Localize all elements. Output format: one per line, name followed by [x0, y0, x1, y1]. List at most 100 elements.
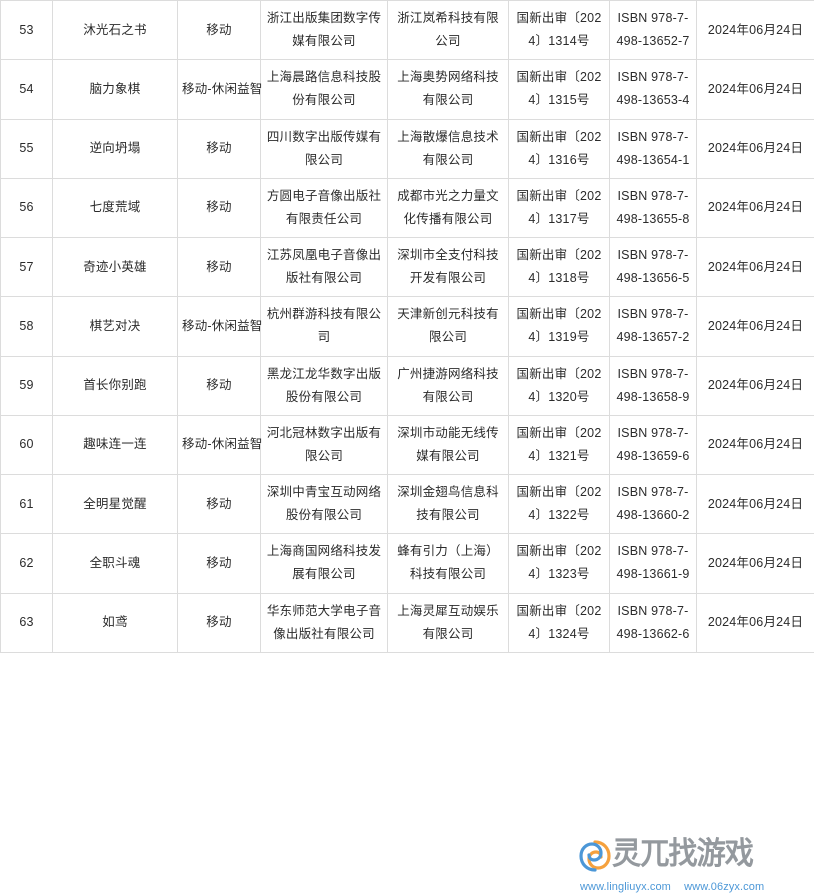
cell-pub: 浙江出版集团数字传媒有限公司 [260, 0, 388, 61]
table-row: 57 奇迹小英雄 移动 江苏凤凰电子音像出版社有限公司 深圳市全支付科技开发有限公司 国新… [0, 236, 814, 298]
cell-type: 移动 [177, 236, 261, 298]
cell-approval: 国新出审〔2024〕1319号 [508, 296, 610, 357]
cell-isbn: ISBN 978-7-498-13660-2 [609, 473, 697, 535]
cell-index: 56 [0, 177, 53, 239]
cell-approval: 国新出审〔2024〕1321号 [508, 414, 610, 476]
cell-name: 趣味连一连 [52, 414, 178, 476]
cell-approval: 国新出审〔2024〕1318号 [508, 236, 610, 298]
cell-op: 浙江岚希科技有限公司 [387, 0, 509, 61]
cell-date: 2024年06月24日 [696, 473, 814, 535]
table-row: 63 如鸢 移动 华东师范大学电子音像出版社有限公司 上海灵犀互动娱乐有限公司 国新出审〔… [0, 592, 814, 653]
cell-date: 2024年06月24日 [696, 118, 814, 179]
cell-index: 63 [0, 592, 53, 653]
cell-type: 移动 [177, 592, 261, 653]
cell-date: 2024年06月24日 [696, 296, 814, 357]
cell-type: 移动 [177, 533, 261, 594]
cell-name: 全明星觉醒 [52, 473, 178, 535]
cell-name: 全职斗魂 [52, 533, 178, 594]
cell-pub: 深圳中青宝互动网络股份有限公司 [260, 473, 388, 535]
cell-type: 移动-休闲益智 [177, 59, 262, 120]
cell-op: 上海灵犀互动娱乐有限公司 [387, 592, 509, 653]
table-row: 59 首长你别跑 移动 黑龙江龙华数字出版股份有限公司 广州捷游网络科技有限公司 国新出审… [0, 355, 814, 416]
cell-approval: 国新出审〔2024〕1320号 [508, 355, 610, 416]
cell-date: 2024年06月24日 [696, 355, 814, 416]
cell-type: 移动-休闲益智 [177, 414, 262, 476]
cell-approval: 国新出审〔2024〕1315号 [508, 59, 610, 120]
table-row: 54 脑力象棋 移动-休闲益智 上海晨路信息科技股份有限公司 上海奥势网络科技有限公司国… [0, 59, 814, 120]
table-row: 56 七度荒域 移动 方圆电子音像出版社有限责任公司 成都市光之力量文化传播有限公司 国新… [0, 177, 814, 239]
cell-approval: 国新出审〔2024〕1322号 [508, 473, 610, 535]
cell-date: 2024年06月24日 [696, 533, 814, 594]
cell-op: 深圳金翅鸟信息科技有限公司 [387, 473, 509, 535]
cell-index: 62 [0, 533, 53, 594]
game-approval-table: 53 沐光石之书 移动 浙江出版集团数字传媒有限公司 浙江岚希科技有限公司 国新出审〔20… [0, 0, 814, 653]
cell-isbn: ISBN 978-7-498-13652-7 [609, 0, 697, 61]
cell-pub: 方圆电子音像出版社有限责任公司 [260, 177, 388, 239]
table-body: 53 沐光石之书 移动 浙江出版集团数字传媒有限公司 浙江岚希科技有限公司 国新出审〔20… [0, 0, 814, 653]
cell-isbn: ISBN 978-7-498-13653-4 [609, 59, 697, 120]
cell-approval: 国新出审〔2024〕1317号 [508, 177, 610, 239]
cell-op: 广州捷游网络科技有限公司 [387, 355, 509, 416]
cell-isbn: ISBN 978-7-498-13654-1 [609, 118, 697, 179]
cell-index: 53 [0, 0, 53, 61]
cell-name: 七度荒域 [52, 177, 178, 239]
table-row: 58 棋艺对决 移动-休闲益智 杭州群游科技有限公司 天津新创元科技有限公司 国新出审〔2… [0, 296, 814, 357]
cell-op: 蜂有引力（上海）科技有限公司 [387, 533, 509, 594]
cell-op: 上海奥势网络科技有限公司 [387, 59, 509, 120]
cell-index: 54 [0, 59, 53, 120]
cell-index: 57 [0, 236, 53, 298]
cell-op: 成都市光之力量文化传播有限公司 [387, 177, 509, 239]
spiral-logo-icon [578, 839, 612, 873]
site-watermark: 灵兀找游戏 www.lingliuyx.com www.06zyx.com [576, 831, 812, 893]
cell-name: 首长你别跑 [52, 355, 178, 416]
cell-date: 2024年06月24日 [696, 236, 814, 298]
cell-isbn: ISBN 978-7-498-13657-2 [609, 296, 697, 357]
cell-isbn: ISBN 978-7-498-13658-9 [609, 355, 697, 416]
cell-approval: 国新出审〔2024〕1314号 [508, 0, 610, 61]
cell-date: 2024年06月24日 [696, 592, 814, 653]
cell-index: 59 [0, 355, 53, 416]
cell-name: 逆向坍塌 [52, 118, 178, 179]
watermark-url-primary: www.lingliuyx.com [580, 881, 671, 893]
cell-date: 2024年06月24日 [696, 59, 814, 120]
cell-type: 移动 [177, 0, 261, 61]
cell-name: 脑力象棋 [52, 59, 178, 120]
cell-isbn: ISBN 978-7-498-13661-9 [609, 533, 697, 594]
table-row: 53 沐光石之书 移动 浙江出版集团数字传媒有限公司 浙江岚希科技有限公司 国新出审〔20… [0, 0, 814, 61]
cell-date: 2024年06月24日 [696, 0, 814, 61]
table-row: 61 全明星觉醒 移动 深圳中青宝互动网络股份有限公司 深圳金翅鸟信息科技有限公司 国新出… [0, 473, 814, 535]
cell-approval: 国新出审〔2024〕1323号 [508, 533, 610, 594]
cell-index: 55 [0, 118, 53, 179]
watermark-brand-text: 灵兀找游戏 [612, 836, 754, 872]
cell-op: 天津新创元科技有限公司 [387, 296, 509, 357]
cell-type: 移动-休闲益智 [177, 296, 262, 357]
cell-isbn: ISBN 978-7-498-13655-8 [609, 177, 697, 239]
cell-type: 移动 [177, 473, 261, 535]
cell-type: 移动 [177, 177, 261, 239]
cell-op: 上海散爆信息技术有限公司 [387, 118, 509, 179]
cell-pub: 江苏凤凰电子音像出版社有限公司 [260, 236, 388, 298]
cell-isbn: ISBN 978-7-498-13659-6 [609, 414, 697, 476]
cell-pub: 上海晨路信息科技股份有限公司 [260, 59, 388, 120]
cell-approval: 国新出审〔2024〕1324号 [508, 592, 610, 653]
cell-pub: 河北冠林数字出版有限公司 [260, 414, 388, 476]
cell-date: 2024年06月24日 [696, 414, 814, 476]
cell-pub: 杭州群游科技有限公司 [260, 296, 388, 357]
table-row: 62 全职斗魂 移动 上海商国网络科技发展有限公司 蜂有引力（上海）科技有限公司 国新出审… [0, 533, 814, 594]
cell-pub: 华东师范大学电子音像出版社有限公司 [260, 592, 388, 653]
cell-pub: 上海商国网络科技发展有限公司 [260, 533, 388, 594]
cell-index: 61 [0, 473, 53, 535]
cell-type: 移动 [177, 118, 261, 179]
cell-approval: 国新出审〔2024〕1316号 [508, 118, 610, 179]
watermark-url-secondary: www.06zyx.com [684, 881, 765, 893]
cell-name: 奇迹小英雄 [52, 236, 178, 298]
cell-name: 沐光石之书 [52, 0, 178, 61]
table-row: 55 逆向坍塌 移动 四川数字出版传媒有限公司 上海散爆信息技术有限公司 国新出审〔202… [0, 118, 814, 179]
cell-isbn: ISBN 978-7-498-13656-5 [609, 236, 697, 298]
cell-pub: 黑龙江龙华数字出版股份有限公司 [260, 355, 388, 416]
cell-isbn: ISBN 978-7-498-13662-6 [609, 592, 697, 653]
cell-op: 深圳市动能无线传媒有限公司 [387, 414, 509, 476]
cell-date: 2024年06月24日 [696, 177, 814, 239]
cell-type: 移动 [177, 355, 261, 416]
watermark-urls: www.lingliuyx.com www.06zyx.com [580, 881, 764, 893]
